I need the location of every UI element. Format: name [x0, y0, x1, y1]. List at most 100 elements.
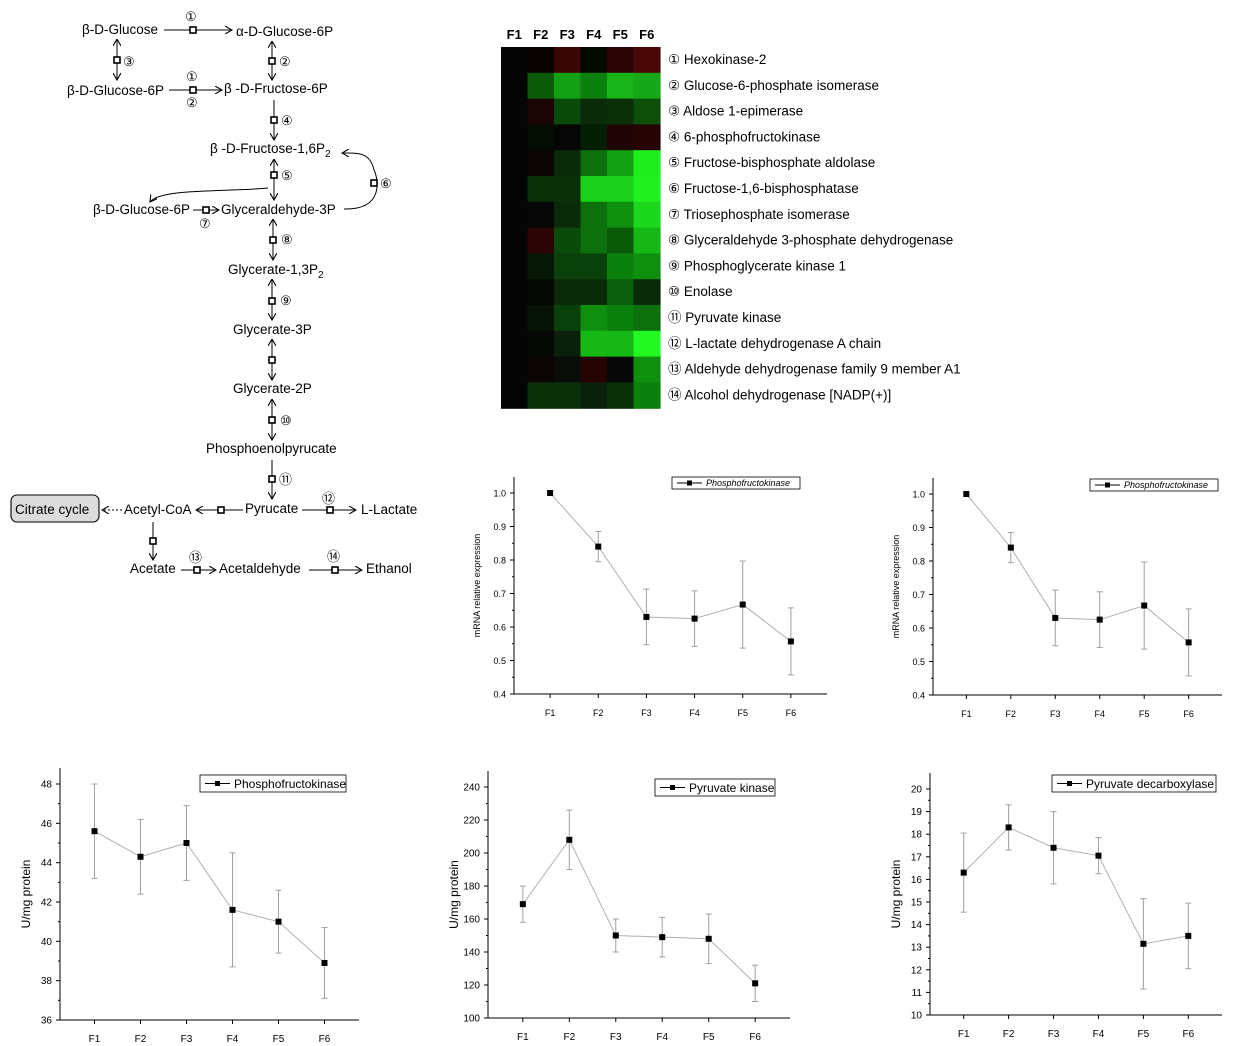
y-tick-label: 13 [911, 943, 923, 954]
heatmap-row-label: ④ 6-phosphofructokinase [668, 129, 820, 144]
y-tick-label: 1.0 [912, 490, 925, 500]
heatmap-cell [554, 150, 582, 177]
svg-text:⑥: ⑥ [380, 176, 392, 191]
svg-text:①: ① [186, 69, 198, 84]
heatmap-cell [554, 279, 582, 306]
data-point [1141, 602, 1148, 609]
x-tick-label: F5 [1139, 709, 1150, 719]
y-axis-label: U/mg protein [447, 860, 461, 929]
svg-text:⑪: ⑪ [279, 472, 292, 487]
y-axis-label: U/mg protein [19, 860, 33, 929]
svg-text:⑫: ⑫ [322, 491, 335, 506]
heatmap-cell [607, 98, 635, 125]
heatmap-cell [527, 47, 555, 74]
data-point [91, 828, 98, 835]
data-point [752, 980, 759, 987]
y-tick-label: 0.7 [912, 590, 925, 600]
y-tick-label: 180 [463, 882, 480, 893]
node-glycerate-13p2: Glycerate-1,3P2 [228, 262, 324, 281]
heatmap-cell [607, 176, 635, 203]
data-point [183, 840, 190, 846]
y-tick-label: 44 [41, 858, 53, 869]
data-point [321, 959, 328, 966]
x-tick-label: F1 [545, 708, 556, 718]
series-line [549, 492, 792, 642]
node-glyceraldehyde-3p: Glyceraldehyde-3P [221, 202, 336, 217]
y-tick-label: 14 [911, 920, 923, 931]
heatmap-row-label: ③ Aldose 1-epimerase [668, 104, 803, 119]
legend-label: Phosphofructokinase [1124, 480, 1208, 490]
x-tick-label: F3 [1048, 1029, 1060, 1040]
data-point [1005, 824, 1012, 831]
y-tick-label: 36 [41, 1016, 53, 1027]
y-tick-label: 38 [41, 976, 53, 987]
data-point [659, 934, 666, 941]
y-tick-label: 20 [911, 785, 923, 796]
series-line [963, 826, 1189, 945]
heatmap-cell [501, 305, 529, 332]
heatmap-cell [554, 124, 582, 151]
legend-box [1089, 478, 1219, 492]
data-point [1007, 544, 1014, 551]
y-axis-label: mRNA relative expression [472, 534, 482, 638]
heatmap-cell [633, 176, 661, 203]
y-tick-label: 48 [41, 780, 53, 791]
heatmap-cell [554, 305, 582, 332]
heatmap-row-labels: ① Hexokinase-2 ② Glucose-6-phosphate isom… [668, 52, 961, 402]
heatmap-cell [501, 201, 529, 229]
x-tick-label: F2 [593, 708, 604, 718]
heatmap-row-label: ⑧ Glyceraldehyde 3-phosphate dehydrogena… [668, 233, 953, 248]
svg-text:④: ④ [281, 113, 293, 128]
line-chart-3: 36 38 40 42 44 46 48 F1 F2 F3 F4 F5 F6 U/mg protein Ph… [19, 768, 359, 1045]
heatmap-cell [580, 47, 608, 74]
heatmap-column-headers: F1 F2 F3 F4 F5 F6 [507, 27, 655, 42]
svg-text:①: ① [185, 9, 197, 24]
y-tick-label: 140 [463, 948, 480, 959]
x-tick-label: F1 [961, 709, 972, 719]
svg-text:⑦: ⑦ [199, 216, 211, 231]
node-beta-fructose-6p: β -D-Fructose-6P [224, 81, 328, 96]
legend-label: Pyruvate kinase [689, 781, 775, 795]
x-tick-label: F2 [563, 1032, 575, 1043]
heatmap-cell [633, 150, 661, 177]
series-line [522, 838, 756, 984]
data-point [275, 918, 282, 925]
y-tick-label: 17 [911, 852, 923, 863]
heatmap-cell [527, 227, 555, 254]
legend-box [199, 774, 347, 793]
heatmap-cell [554, 47, 582, 74]
node-beta-glucose-6p-2: β-D-Glucose-6P [93, 202, 190, 217]
y-tick-label: 240 [463, 783, 480, 794]
y-tick-label: 42 [41, 898, 53, 909]
enzyme-squares [113, 26, 378, 574]
node-citrate-cycle: Citrate cycle [15, 502, 89, 517]
x-tick-label: F3 [641, 708, 652, 718]
heatmap-cell [554, 201, 582, 229]
y-tick-label: 0.7 [493, 589, 506, 599]
heatmap-row-label: ⑦ Triosephosphate isomerase [668, 207, 850, 222]
pathway-arrows [102, 30, 378, 570]
y-tick-label: 100 [463, 1014, 480, 1025]
node-beta-glucose-6p: β-D-Glucose-6P [67, 83, 164, 98]
node-ethanol: Ethanol [366, 561, 412, 576]
heatmap-cell [527, 279, 555, 306]
y-tick-label: 0.5 [912, 657, 925, 667]
heatmap-cell [607, 227, 635, 254]
heatmap-cell [580, 330, 608, 358]
svg-text:②: ② [186, 95, 198, 110]
heatmap-cell [607, 150, 635, 177]
node-phosphoenolpyruvate: Phosphoenolpyrucate [206, 441, 337, 456]
y-tick-label: 120 [463, 981, 480, 992]
y-tick-label: 0.9 [912, 523, 925, 533]
heatmap-cell [633, 330, 661, 358]
y-tick-label: 16 [911, 875, 923, 886]
svg-text:⑬: ⑬ [189, 550, 202, 565]
heatmap-cell [580, 227, 608, 254]
heatmap-cell [554, 356, 582, 383]
heatmap-cell [633, 356, 661, 383]
heatmap-row-label: ② Glucose-6-phosphate isomerase [668, 78, 879, 93]
heatmap-cell [607, 72, 635, 100]
heatmap-cell [527, 356, 555, 383]
heatmap-cell [554, 382, 582, 409]
data-point [1140, 940, 1147, 947]
